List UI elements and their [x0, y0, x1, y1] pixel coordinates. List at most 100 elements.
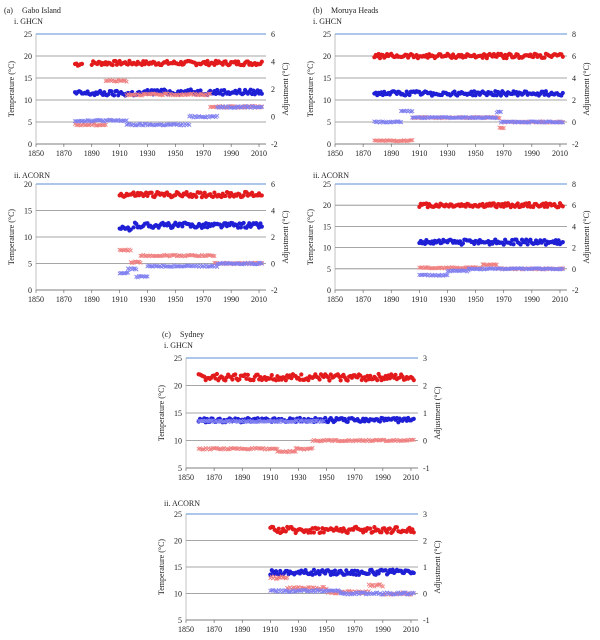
series-min-point [556, 238, 561, 243]
x-tick-label: 1950 [319, 625, 335, 634]
y-tick-label: 20 [24, 52, 32, 61]
y2-tick-label: 8 [572, 30, 576, 39]
series-adjmin-point [555, 120, 560, 125]
series-adjmin-point [318, 419, 324, 424]
series-min-point [501, 242, 506, 247]
y2-tick-label: 2 [423, 382, 427, 391]
series-adjmax-point [410, 437, 415, 442]
series-min-point [323, 415, 328, 421]
series-max-point [531, 54, 536, 60]
y-tick-label: 20 [323, 52, 331, 61]
y2-tick-label: 4 [271, 58, 275, 67]
series-adjmin-point [181, 264, 186, 269]
x-tick-label: 1850 [28, 295, 44, 304]
x-tick-label: 1990 [524, 295, 540, 304]
series-min-point [131, 225, 136, 230]
series-max-point [542, 55, 547, 60]
series-max-point [394, 525, 400, 530]
y2-tick-label: 2 [271, 233, 275, 242]
series-max-point [515, 52, 520, 57]
series-adjmin-point [476, 115, 481, 120]
series-adjmin-point [254, 419, 259, 425]
series-max-point [249, 190, 255, 195]
x-tick-label: 1990 [375, 625, 391, 634]
series-adjmin-point [398, 120, 404, 125]
x-tick-label: 2010 [552, 295, 568, 304]
series-adjmin-point [237, 105, 242, 110]
x-tick-label: 1970 [347, 625, 363, 634]
y-axis-label: Temperature (°C) [157, 539, 166, 596]
x-tick-label: 1950 [468, 149, 484, 158]
series-adjmin-point [137, 121, 142, 126]
x-tick-label: 1950 [319, 473, 335, 482]
y2-tick-label: -2 [271, 140, 278, 149]
series-min-point [106, 92, 111, 97]
series-min-point [407, 92, 412, 98]
series-min-point [145, 221, 150, 226]
series-adjmin-point [171, 121, 177, 127]
series-adjmax-point [292, 449, 297, 454]
series-min-point [198, 88, 203, 93]
y-tick-label: 0 [327, 286, 331, 295]
series-max-point [223, 193, 228, 199]
series-adjmin-point [332, 588, 338, 594]
series-adjmax-point [159, 254, 164, 259]
series-adjmax-point [102, 122, 107, 128]
series-adjmax-point [280, 575, 286, 580]
chart-sydney-ghcn: i. GHCN 5 10 15 20 25 -1 0 1 2 3 1850 1870 1890 1910 19… [157, 341, 442, 482]
y2-tick-label: 0 [271, 260, 275, 269]
series-adjmin-point [535, 266, 540, 271]
series-adjmax-point [408, 138, 414, 143]
series-min-point [238, 225, 244, 230]
x-tick-label: 1970 [496, 295, 512, 304]
series-adjmax-point [424, 265, 429, 270]
series-adjmax-point [380, 584, 385, 589]
series-min-point [311, 567, 317, 572]
series-max-point [233, 372, 238, 377]
series-max-point [377, 56, 383, 61]
series-adjmin-point [134, 267, 139, 272]
y-tick-label: 25 [24, 30, 32, 39]
series-max-point [283, 378, 288, 383]
series-adjmin-point [361, 590, 366, 595]
series-max-point [306, 378, 311, 383]
series-adjmax-point [159, 92, 164, 98]
panel-a-letter: (a) [4, 6, 13, 15]
series-adjmin-point [202, 115, 207, 120]
x-tick-label: 1990 [223, 149, 239, 158]
chart-sydney-acorn: ii. ACORN 5 10 15 20 25 -1 0 1 2 3 1850 1870 1890 1910… [157, 499, 442, 634]
series-adjmax-point [361, 438, 366, 444]
y-tick-label: 5 [327, 118, 331, 127]
y-tick-label: 20 [323, 201, 331, 210]
x-tick-label: 2010 [251, 295, 267, 304]
y-tick-label: 10 [323, 244, 331, 253]
series-min-point [518, 242, 523, 247]
y-tick-label: 20 [174, 382, 182, 391]
series-max-point [79, 61, 85, 66]
chart-gabo-ghcn: i. GHCN 0 5 10 15 20 25 -2 0 2 4 6 1850 1870 1890 1910 1… [7, 17, 290, 158]
series-adjmax-point [138, 253, 143, 258]
series-min-point [511, 242, 516, 247]
x-tick-label: 1990 [375, 473, 391, 482]
series-adjmin-point [259, 104, 264, 110]
y2-tick-label: 2 [423, 537, 427, 546]
y2-tick-label: 6 [572, 52, 576, 61]
series-adjmax-point [285, 575, 290, 580]
chart-subtitle: i. GHCN [164, 341, 193, 350]
series-adjmin-point [387, 120, 392, 125]
series-adjmin-point [309, 418, 314, 423]
series-min-point [504, 93, 509, 98]
x-tick-label: 1870 [206, 473, 222, 482]
y2-tick-label: 2 [271, 85, 275, 94]
y2-axis-label: Adjustment (°C) [582, 62, 591, 116]
series-min-point [332, 568, 338, 573]
series-adjmin-point [215, 113, 220, 118]
series-adjmin-point [162, 123, 167, 128]
series-adjmax-point [212, 253, 217, 259]
y-tick-label: 15 [174, 563, 182, 572]
series-max-point [214, 371, 220, 377]
series-adjmin-point [559, 120, 564, 125]
y-axis-label: Temperature (°C) [306, 61, 315, 118]
series-max-point [384, 530, 390, 535]
series-adjmin-point [272, 588, 277, 593]
